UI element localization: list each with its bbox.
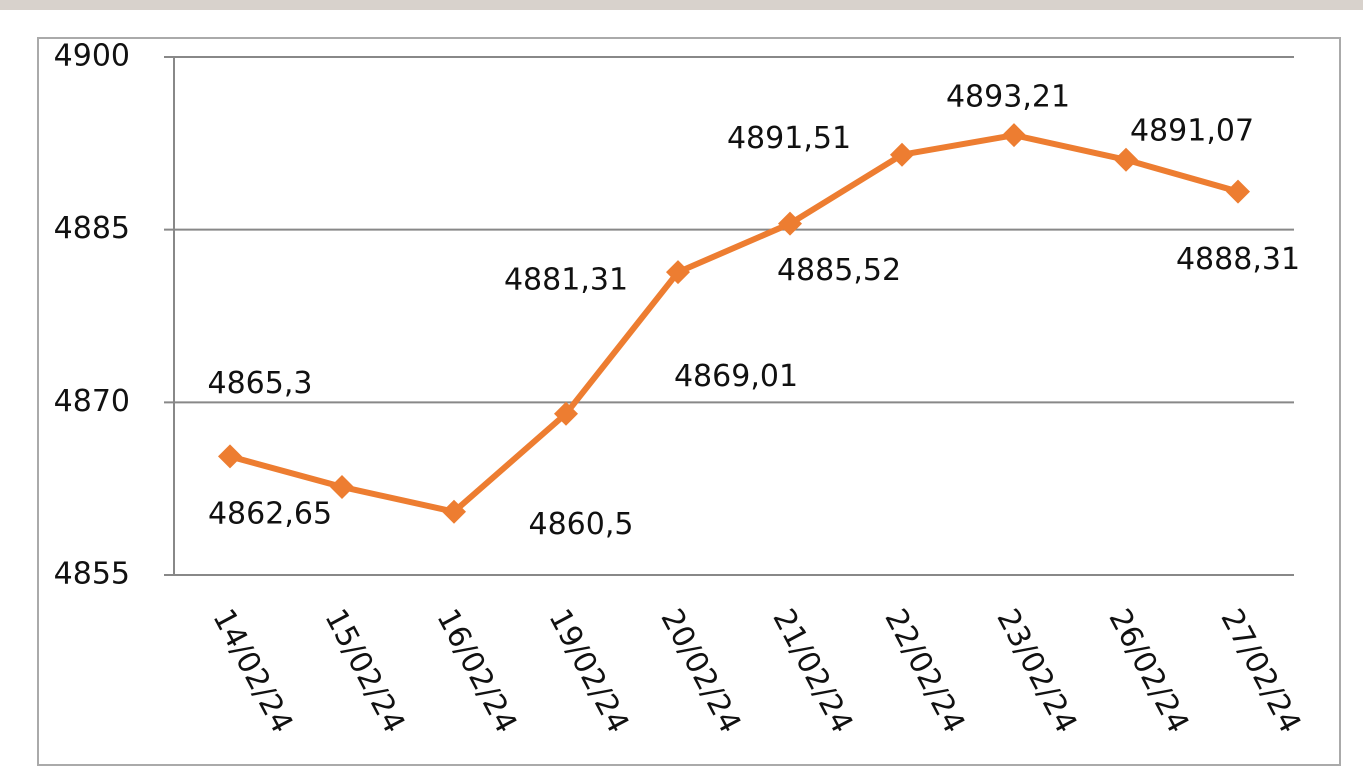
marker	[666, 260, 690, 285]
marker	[1226, 179, 1250, 204]
marker	[554, 401, 578, 426]
marker	[1114, 147, 1138, 172]
data-label: 4860,5	[529, 507, 634, 542]
y-tick-label: 4855	[54, 557, 130, 592]
marker	[218, 444, 242, 469]
marker	[442, 499, 466, 524]
top-strip	[0, 0, 1363, 10]
data-label: 4885,52	[777, 253, 901, 288]
data-label: 4891,51	[727, 121, 851, 156]
marker	[1002, 123, 1026, 148]
marker	[330, 474, 354, 499]
y-tick-label: 4870	[54, 384, 130, 419]
data-label: 4888,31	[1176, 242, 1300, 277]
marker	[778, 211, 802, 236]
data-label: 4893,21	[946, 80, 1070, 115]
marker	[890, 142, 914, 167]
y-tick-label: 4885	[54, 211, 130, 246]
data-label: 4869,01	[674, 359, 798, 394]
data-label: 4865,3	[208, 366, 313, 401]
line	[229, 132, 1239, 515]
data-label: 4862,65	[208, 496, 332, 531]
data-label: 4891,07	[1130, 113, 1254, 148]
y-tick-label: 4900	[54, 39, 130, 74]
data-label: 4881,31	[504, 263, 628, 298]
